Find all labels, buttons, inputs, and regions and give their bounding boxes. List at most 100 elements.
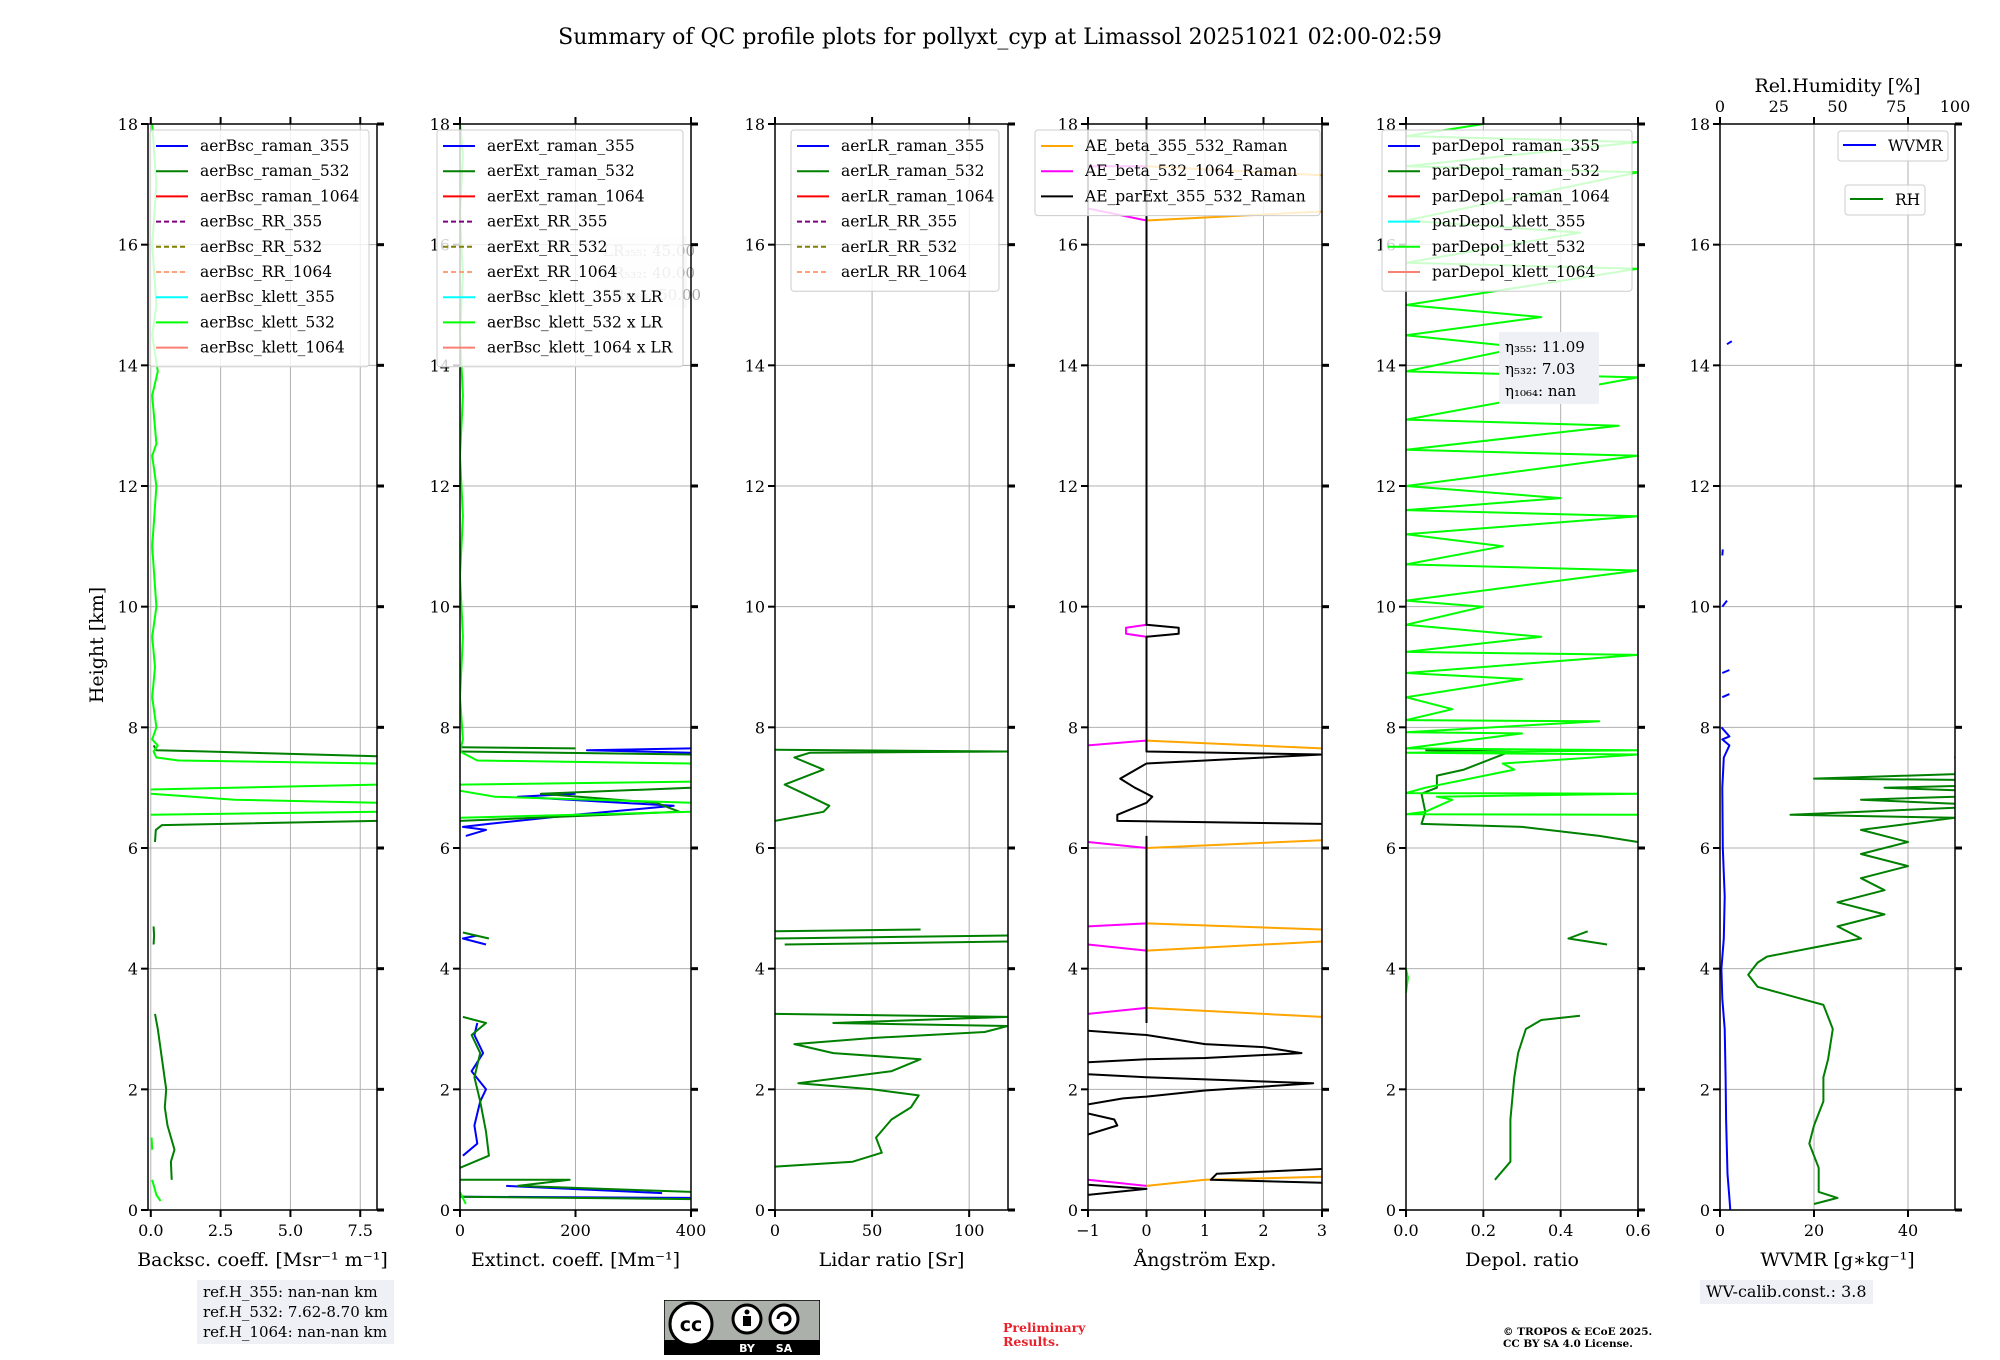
- x-tick-label: 0: [455, 1221, 465, 1240]
- y-tick-label: 14: [745, 356, 765, 375]
- legend-label: aerBsc_raman_1064: [200, 187, 360, 205]
- x-tick-label: −1: [1076, 1221, 1100, 1240]
- series-line-aerLR_raman_532: [775, 934, 1008, 940]
- x2-tick-label: 75: [1886, 97, 1906, 116]
- series-line-parDepol_klett_532: [1406, 124, 1638, 816]
- cc-sa-label: SA: [776, 1342, 793, 1355]
- series-line-WVMR: [1720, 726, 1732, 1210]
- legend-label: AE_parExt_355_532_Raman: [1084, 187, 1306, 205]
- y-tick-label: 18: [745, 115, 765, 134]
- y-tick-label: 8: [128, 718, 138, 737]
- series-line-aerBsc_klett_532 x LR: [460, 1191, 467, 1205]
- series-line-AE_parExt_355_532_Raman: [1116, 124, 1322, 825]
- x-tick-label: 5.0: [278, 1221, 303, 1240]
- y-tick-label: 14: [1690, 356, 1710, 375]
- series-line-WVMR: [1721, 693, 1730, 699]
- series-line-aerBsc_klett_532 x LR: [460, 780, 691, 786]
- x-axis-label: Ångström Exp.: [1133, 1249, 1277, 1271]
- series-line-WVMR: [1721, 599, 1728, 608]
- x-tick-label: 0: [1141, 1221, 1151, 1240]
- y-tick-label: 6: [1068, 839, 1078, 858]
- x-tick-label: 2.5: [208, 1221, 233, 1240]
- x-tick-label: 0.2: [1471, 1221, 1496, 1240]
- legend-label: aerBsc_klett_532 x LR: [487, 313, 664, 331]
- y-tick-label: 10: [745, 598, 765, 617]
- panel-bsc: 0 2 4 6 8 10 12 14 16 18 0.0 2.5 5.0 7.5 Backsc. coeff…: [118, 115, 388, 1271]
- annotation-box-depol: η₃₅₅: 11.09 η₅₃₂: 7.03 η₁₀₆₄: nan: [1499, 332, 1599, 404]
- y-tick-label: 16: [745, 236, 765, 255]
- legend-label: aerBsc_RR_355: [200, 213, 322, 231]
- refh-1064: ref.H_1064: nan-nan km: [203, 1323, 388, 1341]
- series-line-parDepol_raman_532: [1494, 1014, 1581, 1181]
- series-line-WVMR: [1726, 340, 1733, 346]
- legend-label: aerBsc_klett_1064: [200, 339, 345, 357]
- y-tick-label: 10: [1376, 598, 1396, 617]
- panel-lr: 0 2 4 6 8 10 12 14 16 18 0 50 100 Lidar ratio [Sr] aer…: [745, 115, 1015, 1271]
- x-tick-label: 40: [1898, 1221, 1918, 1240]
- series-line-AE_beta_355_532_Raman: [1146, 739, 1322, 750]
- legend-label: AE_beta_355_532_Raman: [1084, 137, 1287, 155]
- series-line-AE_parExt_355_532_Raman: [1088, 1112, 1119, 1136]
- x-axis-label: WVMR [g∗kg⁻¹]: [1760, 1249, 1914, 1271]
- legend-label: aerLR_raman_532: [841, 162, 984, 180]
- x-tick-label: 0: [770, 1221, 780, 1240]
- series-line-aerExt_raman_532: [460, 1195, 691, 1201]
- cc-by-sa-icon: cc BY SA: [664, 1300, 820, 1355]
- legend-label: AE_beta_532_1064_Raman: [1084, 162, 1297, 180]
- legend-label: aerExt_RR_355: [487, 213, 608, 231]
- refh-355: ref.H_355: nan-nan km: [203, 1283, 378, 1301]
- series-line-AE_beta_355_532_Raman: [1146, 839, 1322, 849]
- y-tick-label: 2: [1700, 1080, 1710, 1099]
- legend-label: aerLR_RR_1064: [841, 263, 967, 281]
- legend-label: aerLR_raman_355: [841, 137, 984, 155]
- y-tick-label: 2: [128, 1080, 138, 1099]
- legend-label: aerBsc_klett_532: [200, 313, 335, 331]
- y-tick-label: 10: [1058, 598, 1078, 617]
- wv-calibration-constant: WV-calib.const.: 3.8: [1700, 1280, 1873, 1304]
- legend-label: aerBsc_klett_1064 x LR: [487, 339, 674, 357]
- y-tick-label: 16: [1058, 236, 1078, 255]
- series-line-AE_beta_532_1064_Raman: [1125, 623, 1147, 638]
- legend-frame: [1837, 130, 1949, 162]
- legend-label: aerLR_raman_1064: [841, 187, 994, 205]
- copyright-note: © TROPOS & ECoE 2025. CC BY SA 4.0 Licen…: [1503, 1326, 1652, 1350]
- x-tick-label: 0.0: [1393, 1221, 1418, 1240]
- y-tick-label: 0: [1386, 1201, 1396, 1220]
- series-line-aerBsc_raman_532: [152, 744, 377, 758]
- x-tick-label: 2: [1258, 1221, 1268, 1240]
- y-tick-label: 18: [1376, 115, 1396, 134]
- legend-label: parDepol_klett_1064: [1432, 263, 1595, 281]
- y-tick-label: 18: [118, 115, 138, 134]
- legend-frame: [436, 129, 684, 368]
- series-line-aerExt_raman_532: [460, 750, 691, 756]
- copyright-line-2: CC BY SA 4.0 License.: [1503, 1338, 1633, 1350]
- series-line-aerBsc_klett_532: [150, 792, 377, 804]
- y-tick-label: 14: [1376, 356, 1396, 375]
- series-line-aerBsc_raman_532: [154, 819, 377, 843]
- y-tick-label: 8: [440, 718, 450, 737]
- legend-lr: aerLR_raman_355 aerLR_raman_532 aerLR_rama…: [790, 129, 1000, 292]
- y-tick-label: 12: [118, 477, 138, 496]
- panel-wv: 0 2 4 6 8 10 12 14 16 18 0 20 40 WVMR [g∗kg⁻¹] 0 25 50 75…: [1690, 75, 1971, 1271]
- legend-depol: parDepol_raman_355 parDepol_raman_532 parD…: [1381, 129, 1633, 292]
- y-tick-label: 2: [1386, 1080, 1396, 1099]
- y-tick-label: 2: [755, 1080, 765, 1099]
- y-tick-label: 0: [440, 1201, 450, 1220]
- series-line-AE_beta_532_1064_Raman: [1088, 922, 1147, 928]
- x-axis-label: Backsc. coeff. [Msr⁻¹ m⁻¹]: [137, 1249, 388, 1271]
- series-line-AE_parExt_355_532_Raman: [1088, 1029, 1303, 1064]
- y-tick-label: 6: [128, 839, 138, 858]
- legend-label: parDepol_raman_355: [1432, 137, 1600, 155]
- annotation-line: η₁₀₆₄: nan: [1505, 382, 1576, 400]
- y-tick-label: 0: [1700, 1201, 1710, 1220]
- legend-label: aerLR_RR_532: [841, 238, 957, 256]
- y-tick-label: 0: [1068, 1201, 1078, 1220]
- y-tick-label: 12: [1376, 477, 1396, 496]
- y-tick-label: 8: [1700, 718, 1710, 737]
- x-tick-label: 1: [1200, 1221, 1210, 1240]
- legend-label: parDepol_raman_532: [1432, 162, 1600, 180]
- preliminary-results-note: Preliminary Results.: [1003, 1321, 1085, 1349]
- legend-label: aerExt_raman_532: [487, 162, 635, 180]
- legend-label: aerBsc_raman_355: [200, 137, 350, 155]
